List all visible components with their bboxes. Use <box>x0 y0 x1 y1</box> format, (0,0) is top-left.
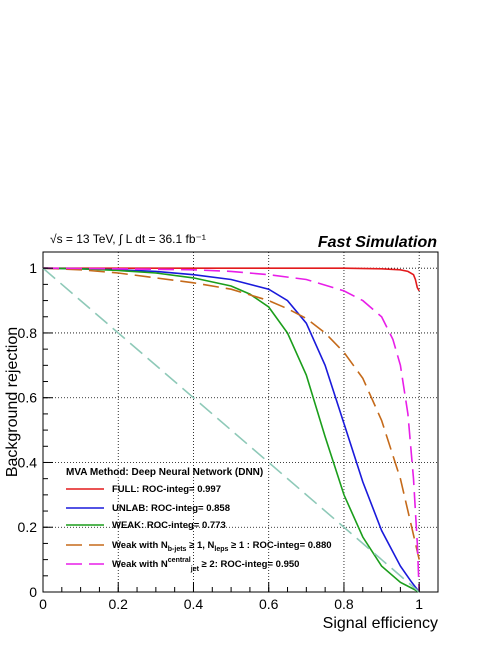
legend-label-4: Weak with Ncentraljet ≥ 2: ROC-integ= 0.… <box>112 557 299 573</box>
y-tick-label: 0.4 <box>18 454 38 470</box>
legend-label-2: WEAK: ROC-integ= 0.773 <box>112 520 226 531</box>
x-tick-label: 0.2 <box>109 596 129 612</box>
legend-label-0: FULL: ROC-integ= 0.997 <box>112 484 221 495</box>
series-line-3 <box>42 267 420 560</box>
simulation-label: Fast Simulation <box>318 234 437 251</box>
legend-header: MVA Method: Deep Neural Network (DNN) <box>66 467 263 478</box>
y-axis-title: Background rejection <box>4 327 21 477</box>
series-line-1 <box>42 267 420 593</box>
x-tick-label: 0.6 <box>259 596 279 612</box>
x-axis-title: Signal efficiency <box>323 615 438 632</box>
ticks: 0 0.2 0.4 0.6 0.8 1 0 0.2 0.4 0.6 0.8 1 <box>18 251 439 612</box>
x-tick-label: 0.4 <box>184 596 204 612</box>
x-tick-label: 0 <box>39 596 47 612</box>
x-tick-label: 0.8 <box>334 596 354 612</box>
x-tick-label: 1 <box>415 596 423 612</box>
legend-label-3: Weak with Nb-jets ≥ 1, Nleps ≥ 1 : ROC-i… <box>112 540 332 553</box>
series-line-0 <box>43 267 420 292</box>
y-tick-label: 0.8 <box>18 325 38 341</box>
legend: MVA Method: Deep Neural Network (DNN) FU… <box>66 467 332 573</box>
y-tick-label: 0.2 <box>18 519 38 535</box>
y-tick-label: 0 <box>29 584 37 600</box>
energy-label: √s = 13 TeV, ∫ L dt = 36.1 fb⁻¹ <box>50 232 206 246</box>
y-tick-label: 0.6 <box>18 390 38 406</box>
series-line-5 <box>42 267 420 593</box>
legend-label-1: UNLAB: ROC-integ= 0.858 <box>112 503 230 514</box>
series-layer <box>42 267 420 593</box>
y-tick-label: 1 <box>29 260 37 276</box>
series-line-2 <box>42 267 420 593</box>
series-line-4 <box>42 267 420 593</box>
